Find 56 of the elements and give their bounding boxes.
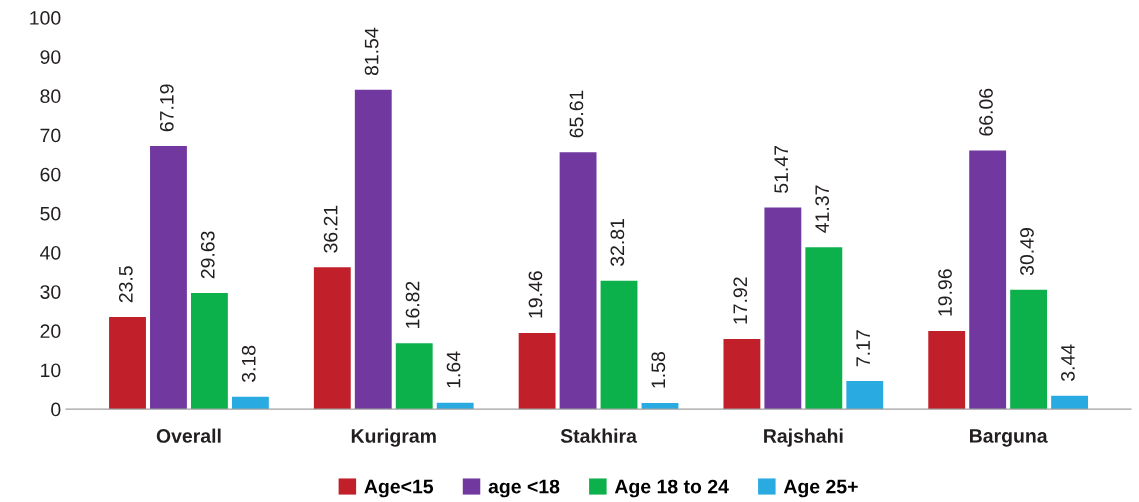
data-label: 30.49	[1020, 228, 1034, 276]
data-label: 32.81	[610, 219, 625, 267]
bar	[846, 381, 884, 410]
data-label: 16.82	[405, 281, 420, 328]
data-label: 1.64	[446, 351, 461, 388]
y-tick-label: 0	[51, 402, 61, 417]
y-tick-label: 40	[40, 245, 61, 260]
y-tick-label: 50	[40, 206, 61, 221]
bar	[805, 247, 843, 410]
bar	[518, 332, 556, 410]
bar	[559, 152, 597, 410]
data-label: 1.58	[651, 352, 666, 388]
data-label: 66.06	[979, 88, 993, 136]
x-tick-label: Overall	[156, 428, 221, 443]
y-tick-label: 20	[40, 324, 61, 339]
bar	[928, 330, 966, 410]
data-label: 23.5	[118, 266, 133, 303]
x-tick-label: Rajshahi	[764, 428, 843, 447]
bar	[190, 293, 228, 410]
y-tick-label: 80	[40, 89, 61, 104]
data-label: 3.44	[1061, 344, 1075, 382]
y-tick-label: 100	[30, 11, 61, 25]
bar	[354, 89, 392, 410]
data-label: 3.18	[241, 345, 256, 383]
y-tick-label: 10	[41, 363, 61, 378]
data-label: 41.37	[815, 185, 830, 233]
legend-label: Age<15	[364, 479, 434, 498]
bar	[969, 150, 1007, 410]
bar	[600, 280, 638, 410]
legend-label: age <18	[488, 479, 560, 498]
data-label: 67.19	[159, 84, 174, 132]
x-tick-label: Barguna	[970, 429, 1048, 447]
bar	[1010, 289, 1048, 410]
bar	[764, 207, 802, 410]
x-tick-label: Stakhira	[560, 428, 638, 443]
legend-label: Age 25+	[783, 479, 858, 498]
data-label: 7.17	[856, 330, 870, 367]
data-label: 65.61	[569, 90, 584, 138]
data-label: 51.47	[774, 146, 789, 193]
data-label: 19.96	[938, 269, 952, 316]
data-label: 29.63	[200, 231, 215, 279]
y-tick-label: 30	[40, 285, 61, 299]
x-tick-label: Kurigram	[351, 428, 436, 447]
data-label: 19.46	[528, 271, 543, 318]
bar	[395, 343, 433, 410]
y-tick-label: 60	[40, 167, 61, 182]
y-tick-label: 70	[40, 128, 61, 143]
data-label: 17.92	[733, 277, 748, 324]
bar	[723, 338, 761, 410]
bar	[109, 317, 146, 410]
y-tick-label: 90	[40, 50, 61, 64]
legend-label: Age 18 to 24	[614, 479, 729, 498]
data-label: 81.54	[364, 27, 379, 76]
data-label: 36.21	[323, 205, 338, 253]
bar	[150, 146, 187, 410]
bar	[313, 267, 351, 410]
